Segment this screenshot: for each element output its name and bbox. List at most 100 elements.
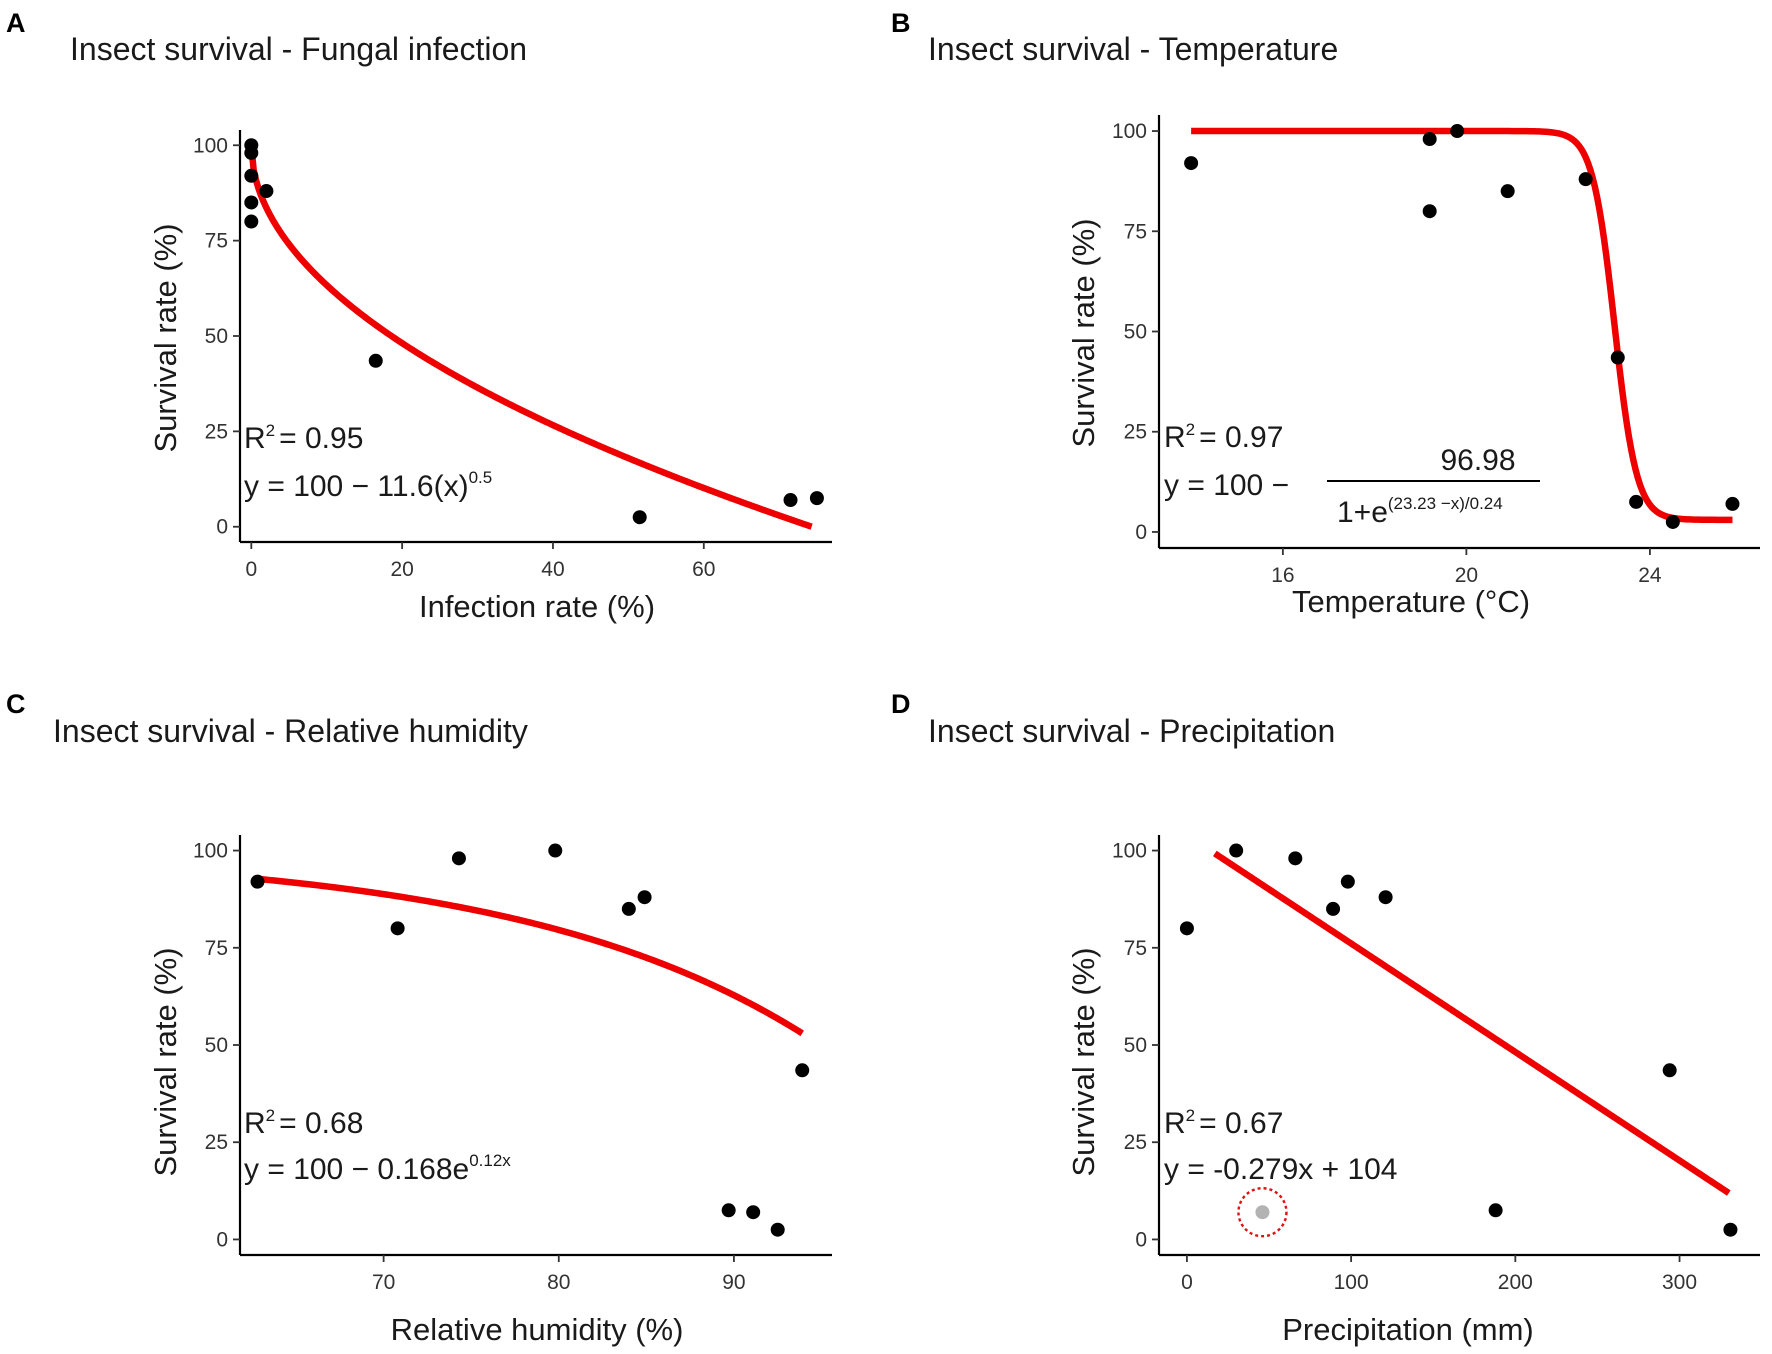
panel-c-r2-value: = 0.68 xyxy=(279,1107,363,1140)
panel-a: A Insect survival - Fungal infection 025… xyxy=(6,8,832,624)
y-tick-label: 25 xyxy=(1124,1131,1147,1154)
panel-b-r2-value: = 0.97 xyxy=(1199,421,1283,454)
panel-b-frac-num: 96.98 xyxy=(1440,444,1515,477)
data-point xyxy=(1725,496,1740,511)
highlight-point xyxy=(1255,1205,1270,1220)
panel-c-equation: y = 100 − 0.168e0.12x xyxy=(244,1151,511,1186)
panel-d-r2-prefix: R xyxy=(1164,1107,1186,1140)
panel-b-x-axis-title: Temperature (°C) xyxy=(1292,584,1530,619)
x-tick-label: 70 xyxy=(372,1271,395,1294)
panel-a-r2-prefix: R xyxy=(244,422,266,455)
y-tick-label: 0 xyxy=(216,1228,228,1251)
data-point xyxy=(637,890,652,905)
data-point xyxy=(1326,901,1341,916)
panel-d-r2: R2 = 0.67 xyxy=(1164,1106,1283,1140)
data-point xyxy=(1629,494,1644,509)
data-point xyxy=(1450,124,1465,139)
data-point xyxy=(259,184,274,199)
data-point xyxy=(1422,132,1437,147)
panel-d-x-axis-title: Precipitation (mm) xyxy=(1282,1312,1534,1347)
panel-b-frac-den-base: 1+e xyxy=(1337,496,1388,529)
x-tick-label: 60 xyxy=(692,558,715,581)
panel-d-r2-value: = 0.67 xyxy=(1199,1107,1283,1140)
panel-c-x-axis-title: Relative humidity (%) xyxy=(391,1312,684,1347)
data-point xyxy=(1578,172,1593,187)
data-point xyxy=(1488,1203,1503,1218)
data-point xyxy=(250,874,265,889)
data-point xyxy=(795,1063,810,1078)
panel-c: C Insect survival - Relative humidity 0 2… xyxy=(6,689,832,1347)
y-tick-label: 100 xyxy=(1112,840,1147,863)
y-tick-label: 25 xyxy=(205,420,228,443)
panel-c-title: Insect survival - Relative humidity xyxy=(53,713,528,749)
panel-b-r2: R2 = 0.97 xyxy=(1164,420,1283,454)
x-tick-label: 80 xyxy=(547,1271,570,1294)
y-tick-label: 0 xyxy=(1135,1228,1147,1251)
y-tick-label: 0 xyxy=(1135,521,1147,544)
data-point xyxy=(451,851,466,866)
panel-d-plot: 0 25 50 75 100 0 100 200 300 xyxy=(1112,835,1760,1294)
panel-c-r2-exp: 2 xyxy=(266,1106,275,1125)
x-tick-label: 300 xyxy=(1662,1271,1697,1294)
y-tick-label: 100 xyxy=(193,840,228,863)
y-tick-label: 50 xyxy=(205,325,228,348)
data-point xyxy=(1723,1222,1738,1237)
panel-a-letter: A xyxy=(6,8,26,38)
panel-b-r2-exp: 2 xyxy=(1186,420,1195,439)
panel-a-y-axis-title: Survival rate (%) xyxy=(148,223,183,452)
panel-d-fit-line xyxy=(1213,850,1731,1196)
data-point xyxy=(548,843,563,858)
x-tick-label: 200 xyxy=(1498,1271,1533,1294)
y-tick-label: 50 xyxy=(1124,321,1147,344)
y-tick-label: 0 xyxy=(216,516,228,539)
y-tick-label: 50 xyxy=(1124,1034,1147,1057)
panel-a-r2: R2 = 0.95 xyxy=(244,421,363,455)
panel-d-title: Insect survival - Precipitation xyxy=(928,713,1335,749)
data-point xyxy=(1378,890,1393,905)
panel-c-y-axis-title: Survival rate (%) xyxy=(148,947,183,1176)
panel-a-eq-sup: 0.5 xyxy=(469,468,493,487)
panel-b-letter: B xyxy=(891,8,911,38)
panel-c-fit-line xyxy=(257,875,804,1037)
x-tick-label: 20 xyxy=(1455,564,1478,587)
panel-d-y-axis-title: Survival rate (%) xyxy=(1066,947,1101,1176)
panel-a-eq-main: y = 100 − 11.6(x) xyxy=(244,470,469,503)
panel-c-r2-prefix: R xyxy=(244,1107,266,1140)
x-tick-label: 0 xyxy=(245,558,257,581)
panel-d-r2-exp: 2 xyxy=(1186,1106,1195,1125)
panel-c-eq-main: y = 100 − 0.168e xyxy=(244,1153,469,1186)
panel-d: D Insect survival - Precipitation 0 25 50 7… xyxy=(891,689,1760,1347)
panel-a-fit-line xyxy=(248,144,813,530)
x-tick-label: 16 xyxy=(1271,564,1294,587)
panel-b-frac-den-sup: (23.23 −x)/0.24 xyxy=(1388,494,1503,513)
panel-c-letter: C xyxy=(6,689,26,719)
y-tick-label: 100 xyxy=(1112,120,1147,143)
y-tick-label: 25 xyxy=(1124,421,1147,444)
panel-b-r2-prefix: R xyxy=(1164,421,1186,454)
data-point xyxy=(244,145,259,160)
panel-a-plot: 0 25 50 75 100 0 20 40 60 xyxy=(193,130,832,581)
data-point xyxy=(809,491,824,506)
x-tick-label: 20 xyxy=(390,558,413,581)
panel-a-x-axis-title: Infection rate (%) xyxy=(419,589,655,624)
data-point xyxy=(1340,874,1355,889)
panel-a-r2-exp: 2 xyxy=(266,421,275,440)
x-tick-label: 100 xyxy=(1334,1271,1369,1294)
y-tick-label: 100 xyxy=(193,134,228,157)
data-point xyxy=(632,510,647,525)
data-point xyxy=(244,195,259,210)
highlight-ring xyxy=(1237,1187,1288,1238)
data-point xyxy=(244,168,259,183)
panel-b-plot: 0 25 50 75 100 16 20 24 xyxy=(1112,115,1760,587)
panel-b-y-axis-title: Survival rate (%) xyxy=(1066,218,1101,447)
panel-b-eq-main: y = 100 − xyxy=(1164,469,1289,502)
panel-b-title: Insect survival - Temperature xyxy=(928,31,1338,67)
data-point xyxy=(1500,184,1515,199)
data-point xyxy=(1662,1063,1677,1078)
y-tick-label: 75 xyxy=(205,937,228,960)
y-tick-label: 75 xyxy=(1124,220,1147,243)
panel-c-r2: R2 = 0.68 xyxy=(244,1106,363,1140)
x-tick-label: 90 xyxy=(722,1271,745,1294)
panel-d-letter: D xyxy=(891,689,911,719)
